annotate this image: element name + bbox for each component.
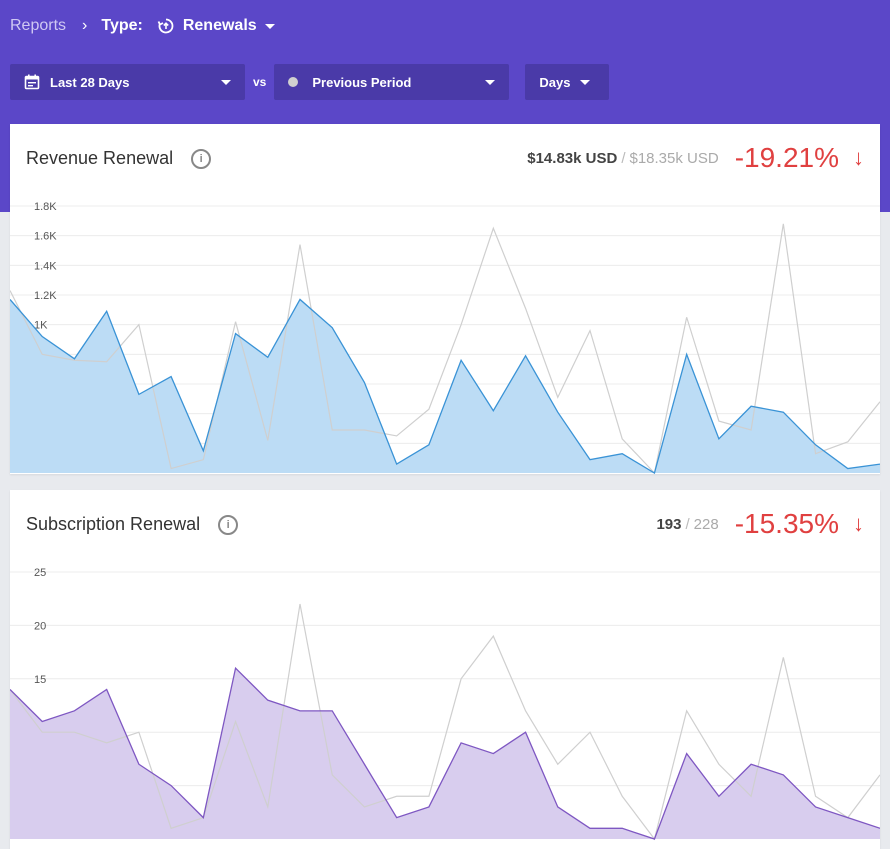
y-tick-label: 1K xyxy=(34,320,48,332)
caret-down-icon xyxy=(485,79,496,85)
y-tick-label: 1.2K xyxy=(34,290,57,302)
subscription-separator: / xyxy=(685,515,690,533)
caret-down-icon xyxy=(264,23,275,29)
breadcrumb: Reports › Type: Renewals xyxy=(10,14,275,38)
vs-label: vs xyxy=(253,75,267,89)
current-period-area xyxy=(10,668,880,839)
revenue-chart: 2004006008001K1.2K1.4K1.6K1.8K xyxy=(10,201,880,474)
subscription-title: Subscription Renewal xyxy=(26,514,201,534)
date-range-dropdown[interactable]: Last 28 Days xyxy=(10,64,245,100)
subscription-renewal-card: Subscription Renewal i 193 / 228 -15.35%… xyxy=(10,490,880,849)
y-tick-label: 1.4K xyxy=(34,260,57,272)
chevron-right-icon: › xyxy=(82,17,88,34)
revenue-stats: $14.83k USD / $18.35k USD -19.21% ↓ xyxy=(527,142,864,174)
revenue-separator: / xyxy=(621,149,626,167)
revenue-title: Revenue Renewal xyxy=(26,148,174,168)
current-period-line xyxy=(10,298,880,474)
compare-period-value: Previous Period xyxy=(312,74,412,90)
revenue-previous: $18.35k USD xyxy=(629,149,719,167)
revenue-change: -19.21% xyxy=(734,142,839,173)
compare-period-dropdown[interactable]: Previous Period xyxy=(274,64,510,100)
interval-dropdown[interactable]: Days xyxy=(525,64,610,100)
previous-period-line xyxy=(10,223,880,474)
calendar-icon xyxy=(24,74,40,90)
y-tick-label: 1.8K xyxy=(34,201,57,213)
down-arrow-icon: ↓ xyxy=(853,511,864,536)
revenue-current: $14.83k USD xyxy=(527,149,618,167)
breadcrumb-type-label: Type: xyxy=(101,17,143,34)
subscription-previous: 228 xyxy=(693,515,719,533)
subscription-title-row: Subscription Renewal i xyxy=(26,514,239,535)
revenue-renewal-card: Revenue Renewal i $14.83k USD / $18.35k … xyxy=(10,124,880,474)
y-tick-label: 1.6K xyxy=(34,231,57,243)
subscription-chart: 510152025 xyxy=(10,567,880,841)
info-icon[interactable]: i xyxy=(218,514,239,535)
type-value: Renewals xyxy=(182,17,257,34)
renewal-icon xyxy=(157,18,174,34)
compare-dot-icon xyxy=(288,77,299,87)
revenue-title-row: Revenue Renewal i xyxy=(26,148,212,169)
info-icon[interactable]: i xyxy=(191,148,212,169)
interval-value: Days xyxy=(539,74,571,90)
caret-down-icon xyxy=(221,79,231,85)
type-dropdown[interactable]: Renewals xyxy=(157,17,275,35)
y-tick-label: 20 xyxy=(34,620,46,632)
y-tick-label: 15 xyxy=(34,674,46,686)
current-period-area xyxy=(10,299,880,473)
current-period-line xyxy=(10,666,880,840)
subscription-stats: 193 / 228 -15.35% ↓ xyxy=(656,508,864,540)
subscription-change: -15.35% xyxy=(734,508,839,539)
filter-bar: Last 28 Days vs Previous Period Days xyxy=(10,64,610,100)
subscription-current: 193 xyxy=(656,515,682,533)
breadcrumb-reports-link[interactable]: Reports xyxy=(10,17,67,34)
caret-down-icon xyxy=(580,79,591,85)
date-range-value: Last 28 Days xyxy=(50,74,130,90)
y-tick-label: 25 xyxy=(34,567,46,579)
down-arrow-icon: ↓ xyxy=(853,145,864,170)
